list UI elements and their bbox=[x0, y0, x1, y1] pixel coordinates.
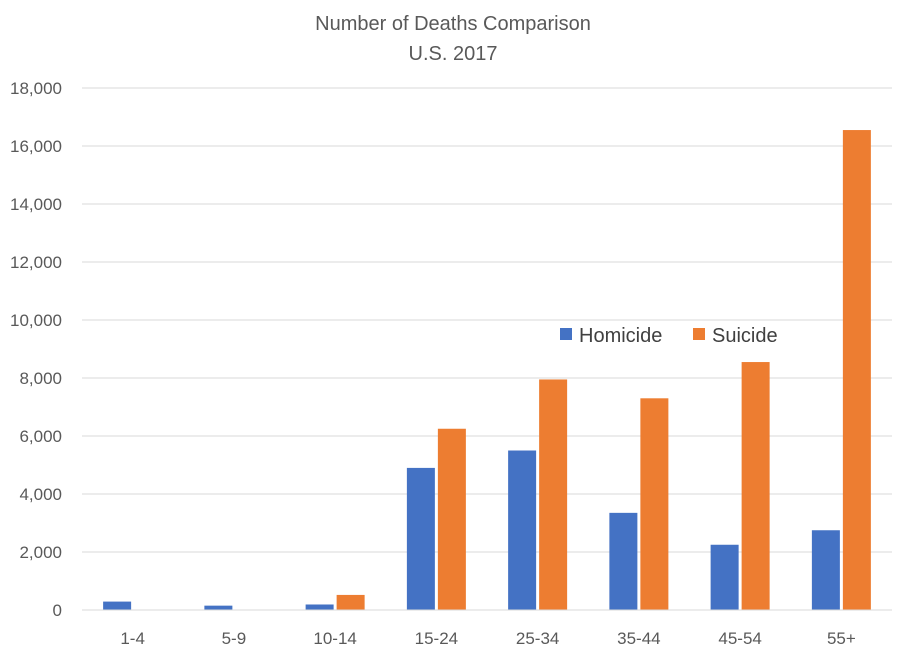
bar-homicide-25-34 bbox=[508, 450, 537, 610]
y-tick-label: 12,000 bbox=[10, 253, 62, 272]
x-tick-label: 15-24 bbox=[415, 629, 458, 648]
y-tick-label: 10,000 bbox=[10, 311, 62, 330]
bar-homicide-5-9 bbox=[204, 605, 233, 610]
bar-homicide-1-4 bbox=[103, 601, 132, 610]
y-tick-label: 18,000 bbox=[10, 79, 62, 98]
y-tick-label: 16,000 bbox=[10, 137, 62, 156]
bar-homicide-15-24 bbox=[406, 467, 435, 610]
legend-label-suicide: Suicide bbox=[712, 325, 778, 347]
y-tick-label: 8,000 bbox=[19, 369, 62, 388]
x-tick-label: 10-14 bbox=[313, 629, 356, 648]
x-tick-label: 45-54 bbox=[718, 629, 761, 648]
legend: Homicide Suicide bbox=[560, 325, 778, 347]
bars bbox=[103, 130, 871, 611]
bar-homicide-45-54 bbox=[710, 544, 739, 610]
y-tick-label: 14,000 bbox=[10, 195, 62, 214]
x-tick-label: 1-4 bbox=[120, 629, 145, 648]
bar-suicide-55+ bbox=[842, 130, 871, 611]
y-tick-label: 6,000 bbox=[19, 427, 62, 446]
legend-swatch-suicide bbox=[693, 328, 705, 340]
x-tick-label: 55+ bbox=[827, 629, 856, 648]
legend-swatch-homicide bbox=[560, 328, 572, 340]
chart-title: Number of Deaths Comparison bbox=[315, 13, 591, 35]
y-axis-ticks: 0 2,000 4,000 6,000 8,000 10,000 12,000 14,000 1… bbox=[10, 79, 62, 620]
y-tick-label: 2,000 bbox=[19, 543, 62, 562]
bar-homicide-10-14 bbox=[305, 604, 334, 610]
y-tick-label: 0 bbox=[53, 601, 62, 620]
x-axis-ticks: 1-4 5-9 10-14 15-24 25-34 35-44 45-54 55+ bbox=[120, 629, 856, 648]
bar-suicide-25-34 bbox=[539, 379, 568, 610]
bar-suicide-35-44 bbox=[640, 398, 669, 610]
x-tick-label: 35-44 bbox=[617, 629, 660, 648]
y-tick-label: 4,000 bbox=[19, 485, 62, 504]
x-tick-label: 25-34 bbox=[516, 629, 559, 648]
bar-suicide-15-24 bbox=[437, 428, 466, 610]
chart-subtitle: U.S. 2017 bbox=[409, 43, 498, 65]
gridlines bbox=[82, 87, 892, 553]
bar-suicide-10-14 bbox=[336, 594, 365, 610]
x-tick-label: 5-9 bbox=[222, 629, 247, 648]
bar-homicide-35-44 bbox=[609, 512, 638, 610]
bar-suicide-45-54 bbox=[741, 362, 770, 610]
bar-homicide-55+ bbox=[811, 530, 840, 610]
legend-label-homicide: Homicide bbox=[579, 325, 662, 347]
